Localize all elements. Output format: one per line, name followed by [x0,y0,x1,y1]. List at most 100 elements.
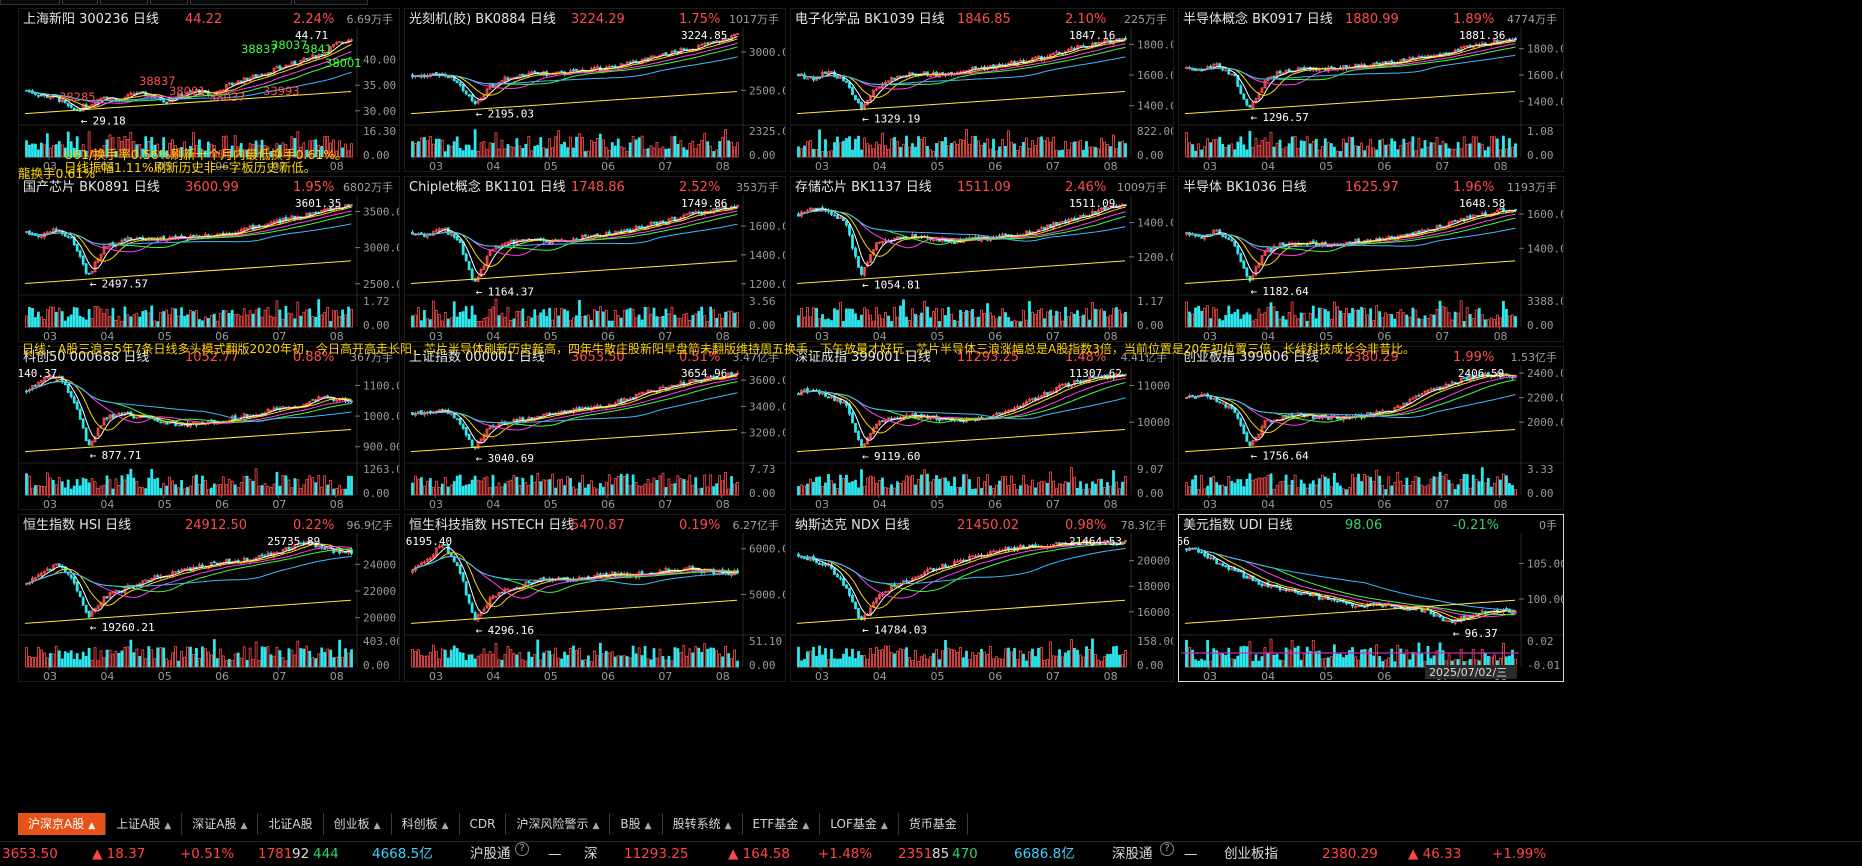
volume-bar [730,476,733,496]
volume-bar [287,151,291,158]
month-label: 05 [930,160,944,172]
volume-bar [575,315,578,328]
volume-bar [649,145,653,158]
kline-panel[interactable]: 电子化学品 BK1039 日线1846.852.10%225万手1800.001… [790,8,1174,172]
volume-bar [691,315,695,328]
candle-body [857,256,860,268]
volume-bar [266,146,270,158]
top-strip-tab[interactable] [190,0,292,5]
kline-panel[interactable]: Chiplet概念 BK1101 日线 1748.86 2.52% 353万手 1600… [404,176,786,342]
volume-bar [851,481,854,496]
candle-body [1432,388,1436,391]
low-marker-arrow: ← [862,450,869,463]
volume-bar [25,315,28,328]
volume-bar [1266,474,1270,496]
volume-bar [887,487,890,496]
kline-panel[interactable]: 国产芯片 BK0891 日线3600.991.95%6802万手3500.003… [18,176,400,342]
volume-bar [914,313,917,328]
volume-bar [341,656,344,668]
volume-bar [965,474,968,496]
volume-bar [682,314,686,328]
kline-panel[interactable]: 上海新阳 300236 日线 44.22 2.24% 6.69万手 40.00 35.00… [18,8,400,172]
candle-body [712,41,716,43]
volume-bar [619,146,623,158]
top-strip-tab[interactable] [0,0,60,5]
volume-bar [1441,140,1445,158]
volume-bar [503,317,507,328]
volume-bar [305,309,309,328]
candle-body [643,392,647,395]
volume-bar [452,645,456,668]
volume-bar [578,300,581,328]
y-tick-label: 1400.00 [1527,242,1564,255]
volume-bar [797,486,800,496]
kline-panel[interactable]: 创业板指 399006 日线2380.291.99%1.53亿手2400.002… [1178,346,1564,510]
volume-bar [983,142,986,158]
volume-bar [206,141,210,158]
month-label: 03 [43,498,57,510]
volume-bar [905,475,908,496]
kline-panel[interactable]: 光刻机(胶) BK0884 日线3224.291.75%1017万手3000.0… [404,8,786,172]
kline-panel[interactable]: 半导体 BK1036 日线1625.971.96%1193万手1600.0014… [1178,176,1564,342]
volume-bar [215,484,219,496]
high-marker-label: 3654.96 [681,367,727,380]
candle-body [335,399,338,402]
candle-body [854,95,857,101]
candle-body [431,230,435,236]
moving-average-line [412,392,738,424]
top-strip-tab[interactable] [150,0,188,5]
volume-bar [242,646,246,668]
top-strip-tab[interactable] [62,0,98,5]
top-strip-tab[interactable] [100,0,148,5]
volume-bar [54,311,58,328]
volume-bar [947,481,950,496]
volume-bar [455,475,459,496]
kline-panel[interactable]: 深证成指 399001 日线11293.251.48%4.41亿手11000.0… [790,346,1174,510]
volume-bar [464,660,468,668]
candle-body [1100,207,1103,211]
volume-bar [1354,309,1357,328]
volume-tick-label: 3.33 [1527,463,1554,476]
candle-body [66,383,70,393]
candle-body [323,547,327,550]
candle-body [25,583,28,585]
volume-bar [1384,312,1388,328]
volume-bar [1363,474,1366,496]
volume-bar [138,143,142,158]
candle-body [141,580,145,585]
volume-bar [983,481,986,496]
candle-body [63,233,67,237]
volume-bar [1224,486,1228,496]
kline-panel[interactable]: 恒生指数 HSI 日线24912.500.22%96.9亿手24000.0022… [18,514,400,682]
volume-bar [866,309,869,328]
volume-bar [423,655,426,668]
candle-body [60,99,64,103]
candle-body [962,70,965,73]
kline-panel[interactable]: 存储芯片 BK1137 日线1511.092.46%1009万手1400.001… [790,176,1174,342]
volume-bar [854,138,857,158]
volume-bar [827,318,830,328]
volume-bar [604,147,608,158]
volume-bar [965,310,968,328]
volume-bar [308,475,312,496]
kline-panel[interactable]: 科创50 000688 日线1052.770.88%367万手1100.0010… [18,346,400,510]
volume-bar [521,308,525,328]
kline-panel[interactable]: 恒生科技指数 HSTECH 日线5470.870.19%6.27亿手6000.0… [404,514,786,682]
top-strip-tab[interactable] [294,0,368,5]
volume-bar [533,309,537,328]
volume-bar [40,316,43,328]
month-label: 04 [486,498,500,510]
kline-panel[interactable]: 上证指数 000001 日线3653.500.51%3.47亿手3600.003… [404,346,786,510]
volume-bar [1052,315,1055,328]
volume-tick-label: 0.00 [363,319,390,332]
volume-bar [1372,320,1376,328]
volume-bar [428,651,432,668]
volume-bar [1514,489,1517,496]
volume-bar [1230,143,1234,158]
volume-bar [1378,139,1382,158]
kline-panel[interactable]: 半导体概念 BK0917 日线1880.991.89%4774万手1800.00… [1178,8,1564,172]
candle-body [1043,391,1046,397]
candle-body [1426,389,1430,393]
candle-body [854,247,857,257]
volume-bar [500,486,504,496]
